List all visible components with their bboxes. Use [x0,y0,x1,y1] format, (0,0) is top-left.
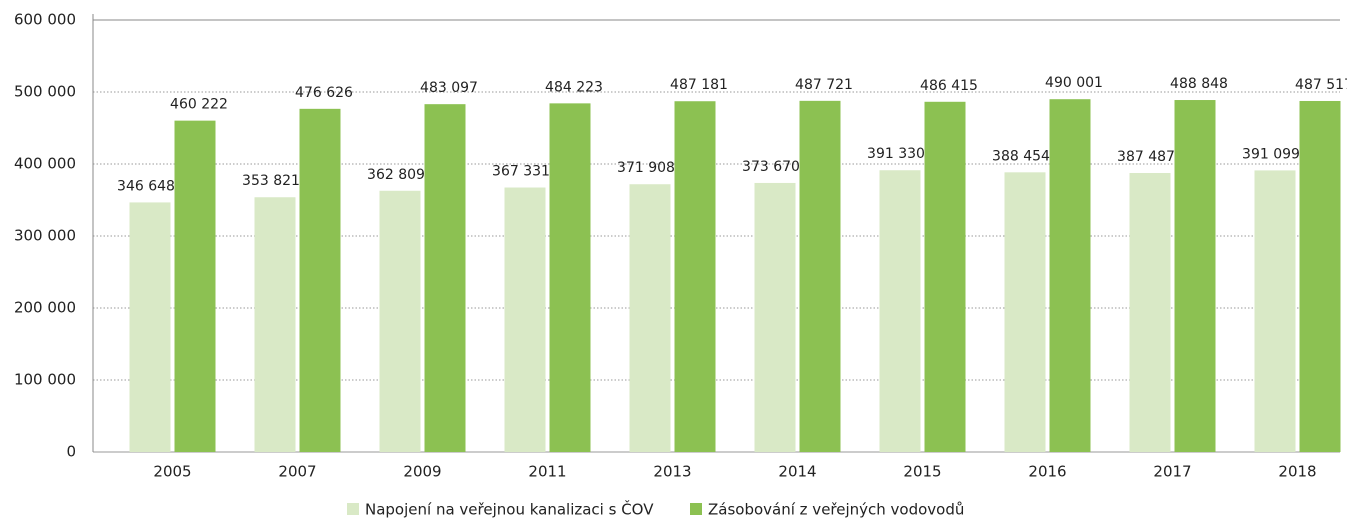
value-label: 486 415 [920,78,978,94]
value-label: 371 908 [617,160,675,176]
y-tick-label: 200 000 [14,299,76,317]
value-label: 346 648 [117,178,175,194]
y-tick-label: 100 000 [14,371,76,389]
bar [1004,172,1046,453]
value-label: 460 222 [170,97,228,113]
value-label: 488 848 [1170,76,1228,92]
x-tick-label: 2017 [1153,463,1191,481]
bar [799,100,841,452]
bar [1174,100,1216,452]
value-label: 387 487 [1117,149,1175,165]
bar [299,108,341,452]
y-tick-label: 500 000 [14,83,76,101]
x-tick-label: 2015 [903,463,941,481]
value-label: 391 099 [1242,146,1300,162]
x-tick-label: 2016 [1028,463,1066,481]
x-tick-label: 2014 [778,463,816,481]
bar [879,170,921,452]
bar [674,101,716,453]
y-tick-label: 400 000 [14,155,76,173]
y-tick-label: 300 000 [14,227,76,245]
x-tick-label: 2009 [403,463,441,481]
value-label: 483 097 [420,80,478,96]
value-label: 487 181 [670,77,728,93]
bar [1129,173,1171,453]
legend-label: Napojení na veřejnou kanalizaci s ČOV [365,500,654,519]
x-tick-label: 2013 [653,463,691,481]
x-tick-label: 2011 [528,463,566,481]
value-label: 388 454 [992,148,1050,164]
x-tick-label: 2018 [1278,463,1316,481]
bar [754,182,796,453]
bar [379,190,421,452]
legend-swatch [347,503,359,515]
value-label: 391 330 [867,146,925,162]
value-label: 373 670 [742,159,800,175]
value-label: 487 721 [795,77,853,93]
bar [924,101,966,453]
value-label: 484 223 [545,79,603,95]
bar [1049,99,1091,452]
legend-swatch [690,503,702,515]
value-label: 490 001 [1045,75,1103,91]
bar [174,120,216,452]
bar [129,202,171,452]
bar [549,103,591,453]
value-label: 353 821 [242,173,300,189]
value-label: 362 809 [367,167,425,183]
legend-label: Zásobování z veřejných vodovodů [708,501,964,519]
bar [424,104,466,452]
x-tick-label: 2005 [153,463,191,481]
bar [1299,100,1341,452]
value-label: 487 517 [1295,77,1347,93]
bar [629,184,671,452]
value-label: 367 331 [492,164,550,180]
value-label: 476 626 [295,85,353,101]
bar [254,197,296,452]
y-tick-label: 600 000 [14,11,76,29]
x-tick-label: 2007 [278,463,316,481]
bar [504,187,546,453]
bar [1254,170,1296,452]
y-tick-label: 0 [66,443,76,461]
